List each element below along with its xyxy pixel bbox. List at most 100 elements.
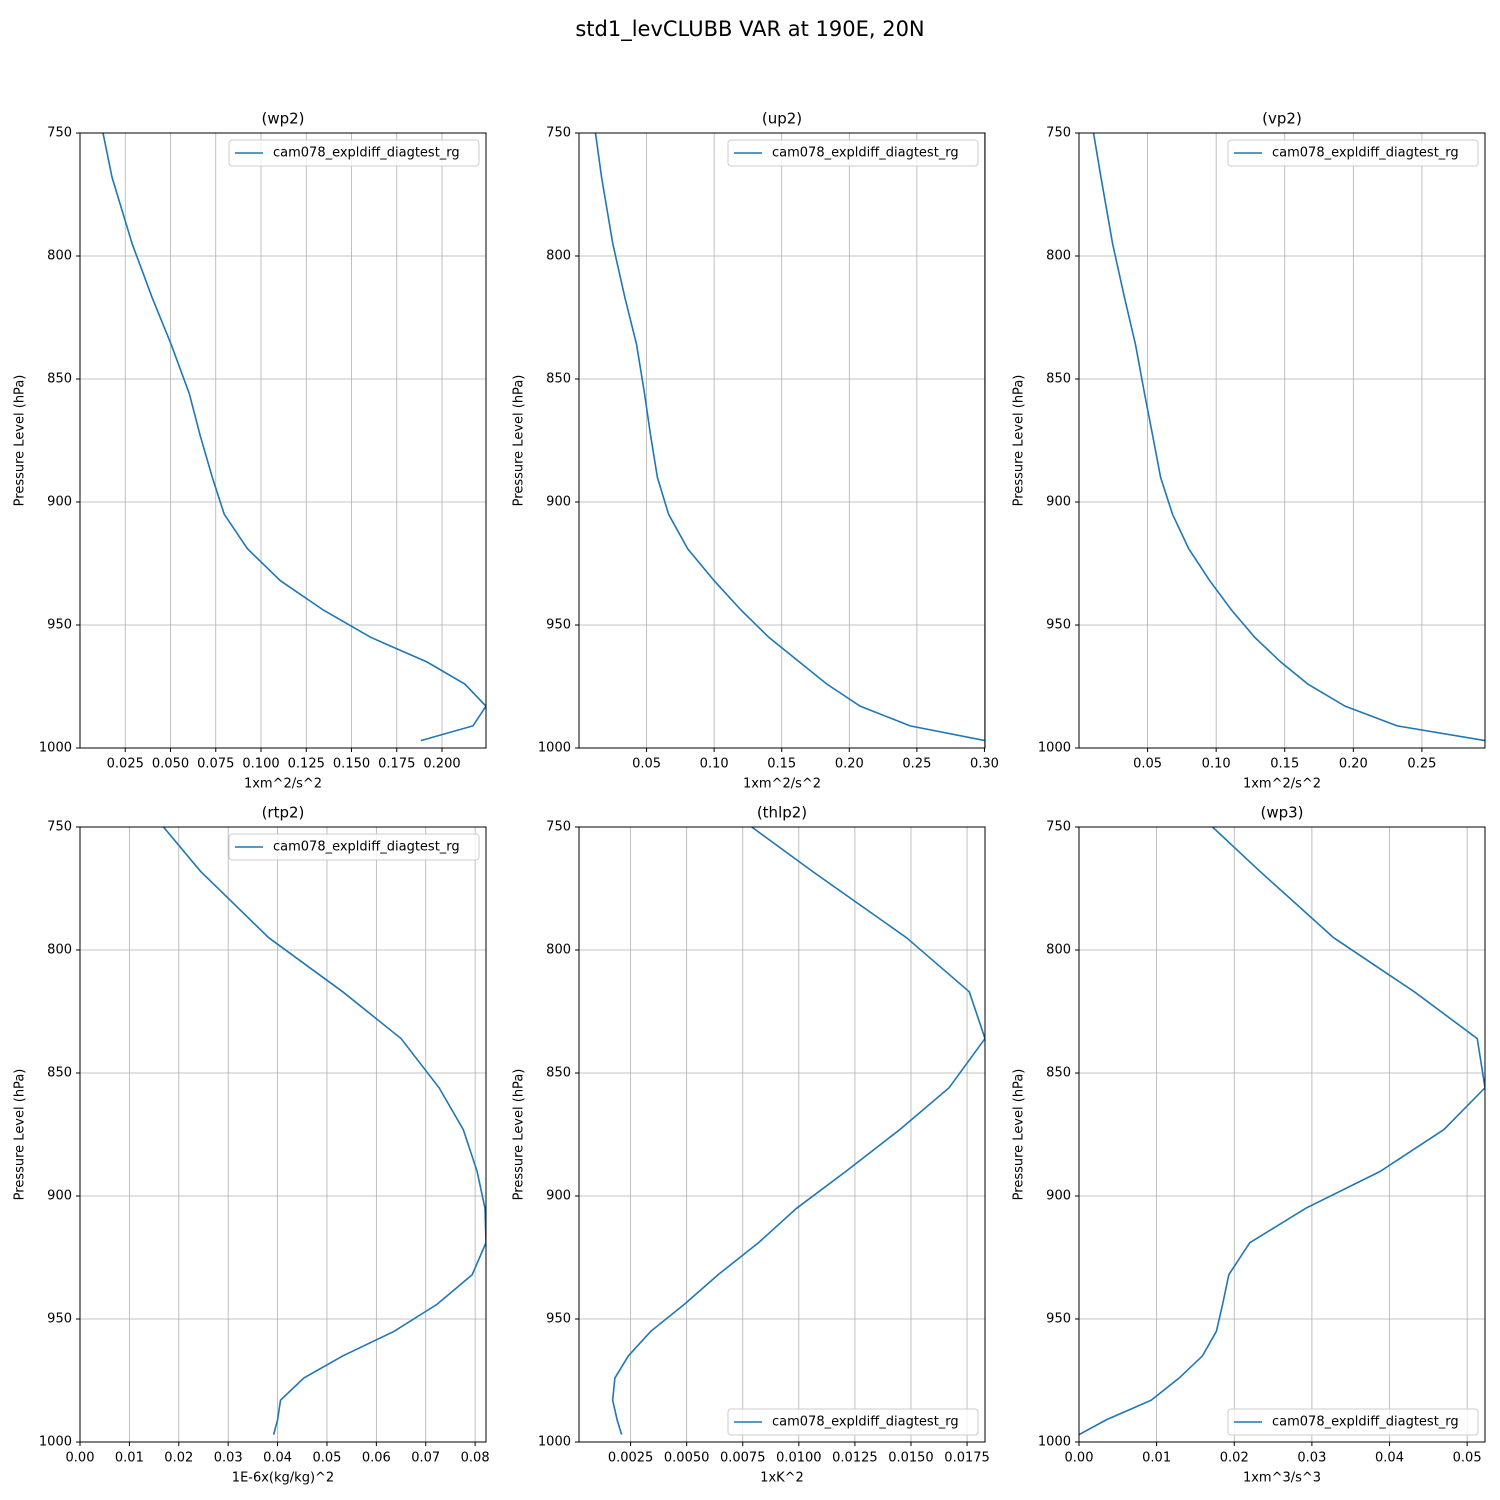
y-tick-label: 1000: [39, 741, 72, 756]
subplot: 0.025 0.050 0.075 0.100 0.125 0.150 0.175 0.200…: [13, 110, 487, 792]
subplot: 0.05 0.10 0.15 0.20 0.25 0.30 750 800 850 900 950 1…: [512, 110, 999, 792]
subplot-title: (wp2): [261, 110, 304, 128]
y-tick-label: 900: [1046, 495, 1071, 510]
legend-label: cam078_expldiff_diagtest_rg: [772, 1415, 959, 1430]
x-tick-label: 0.125: [288, 757, 325, 772]
x-tick-label: 0.150: [333, 757, 370, 772]
y-tick-label: 750: [47, 126, 72, 141]
x-tick-label: 0.03: [1297, 1451, 1326, 1466]
x-tick-label: 0.25: [1407, 757, 1436, 772]
y-tick-label: 1000: [1038, 741, 1071, 756]
y-tick-label: 950: [1046, 618, 1071, 633]
y-axis-label: Pressure Level (hPa): [512, 1069, 527, 1201]
plot-frame: [578, 826, 986, 1443]
y-tick-label: 800: [546, 249, 571, 264]
y-tick-label: 850: [47, 372, 72, 387]
x-axis-label: 1xK^2: [760, 1471, 804, 1486]
y-tick-label: 1000: [39, 1435, 72, 1450]
x-tick-label: 0.0025: [608, 1451, 654, 1466]
y-tick-label: 800: [1046, 943, 1071, 958]
x-tick-label: 0.100: [242, 757, 279, 772]
y-tick-label: 950: [47, 618, 72, 633]
y-tick-label: 800: [47, 249, 72, 264]
y-tick-label: 750: [546, 126, 571, 141]
figure-title: std1_levCLUBB VAR at 190E, 20N: [575, 17, 924, 42]
plot-frame: [578, 132, 986, 749]
x-tick-label: 0.01: [115, 1451, 144, 1466]
data-line: [1092, 133, 1485, 742]
legend-box: [727, 139, 979, 167]
y-tick-label: 950: [47, 1312, 72, 1327]
legend-label: cam078_expldiff_diagtest_rg: [273, 146, 460, 161]
x-axis-label: 1xm^2/s^2: [1243, 777, 1321, 792]
x-tick-label: 0.10: [1202, 757, 1231, 772]
x-tick-label: 0.07: [411, 1451, 440, 1466]
subplot: 0.00 0.01 0.02 0.03 0.04 0.05 0.06 0.07 0.08 750 8…: [13, 804, 490, 1486]
plot-frame: [79, 826, 487, 1443]
x-tick-label: 0.15: [1270, 757, 1299, 772]
y-tick-label: 1000: [538, 741, 571, 756]
data-line: [611, 827, 985, 1435]
subplot-title: (thlp2): [757, 804, 807, 822]
y-tick-label: 850: [546, 372, 571, 387]
x-tick-label: 0.0125: [832, 1451, 878, 1466]
y-tick-label: 850: [47, 1066, 72, 1081]
y-tick-label: 800: [546, 943, 571, 958]
x-tick-label: 0.05: [632, 757, 661, 772]
y-tick-label: 900: [546, 495, 571, 510]
x-tick-label: 0.20: [1339, 757, 1368, 772]
x-tick-label: 0.0175: [944, 1451, 990, 1466]
x-tick-label: 0.30: [970, 757, 999, 772]
y-tick-label: 900: [1046, 1189, 1071, 1204]
x-tick-label: 0.0075: [720, 1451, 766, 1466]
y-axis-label: Pressure Level (hPa): [1012, 1069, 1027, 1201]
y-tick-label: 950: [1046, 1312, 1071, 1327]
x-tick-label: 0.050: [152, 757, 189, 772]
y-tick-label: 850: [1046, 1066, 1071, 1081]
y-tick-label: 800: [1046, 249, 1071, 264]
y-tick-label: 900: [47, 495, 72, 510]
x-tick-label: 0.05: [1453, 1451, 1482, 1466]
data-line: [594, 133, 985, 742]
y-tick-label: 750: [546, 820, 571, 835]
x-tick-label: 0.10: [700, 757, 729, 772]
x-tick-label: 0.200: [423, 757, 460, 772]
x-tick-label: 0.20: [835, 757, 864, 772]
x-tick-label: 0.0100: [776, 1451, 822, 1466]
x-tick-label: 0.04: [1375, 1451, 1404, 1466]
y-tick-label: 850: [1046, 372, 1071, 387]
x-tick-label: 0.00: [1065, 1451, 1094, 1466]
x-tick-label: 0.05: [1133, 757, 1162, 772]
legend-label: cam078_expldiff_diagtest_rg: [1272, 1415, 1459, 1430]
y-axis-label: Pressure Level (hPa): [13, 375, 28, 507]
y-tick-label: 750: [47, 820, 72, 835]
y-tick-label: 750: [1046, 820, 1071, 835]
subplot-title: (wp3): [1260, 804, 1303, 822]
y-tick-label: 850: [546, 1066, 571, 1081]
subplot: 0.0025 0.0050 0.0075 0.0100 0.0125 0.0150 0.01…: [512, 804, 990, 1486]
y-axis-label: Pressure Level (hPa): [13, 1069, 28, 1201]
x-tick-label: 0.08: [461, 1451, 490, 1466]
x-tick-label: 0.02: [1220, 1451, 1249, 1466]
x-tick-label: 0.025: [107, 757, 144, 772]
legend-box: [727, 1408, 979, 1436]
x-tick-label: 0.25: [902, 757, 931, 772]
data-line: [102, 133, 486, 742]
subplot: 0.00 0.01 0.02 0.03 0.04 0.05 750 800 850 900 950 1…: [1012, 804, 1486, 1486]
x-tick-label: 0.04: [263, 1451, 292, 1466]
x-tick-label: 0.175: [378, 757, 415, 772]
legend-label: cam078_expldiff_diagtest_rg: [772, 146, 959, 161]
subplot: 0.05 0.10 0.15 0.20 0.25 750 800 850 900 950 1000 (…: [1012, 110, 1486, 792]
x-axis-label: 1xm^2/s^2: [244, 777, 322, 792]
legend-box: [1227, 1408, 1479, 1436]
y-tick-label: 950: [546, 1312, 571, 1327]
x-axis-label: 1xm^3/s^3: [1243, 1471, 1321, 1486]
y-tick-label: 800: [47, 943, 72, 958]
x-tick-label: 0.01: [1142, 1451, 1171, 1466]
y-tick-label: 950: [546, 618, 571, 633]
x-tick-label: 0.0050: [664, 1451, 710, 1466]
x-tick-label: 0.15: [767, 757, 796, 772]
y-tick-label: 900: [546, 1189, 571, 1204]
legend-box: [228, 833, 480, 861]
